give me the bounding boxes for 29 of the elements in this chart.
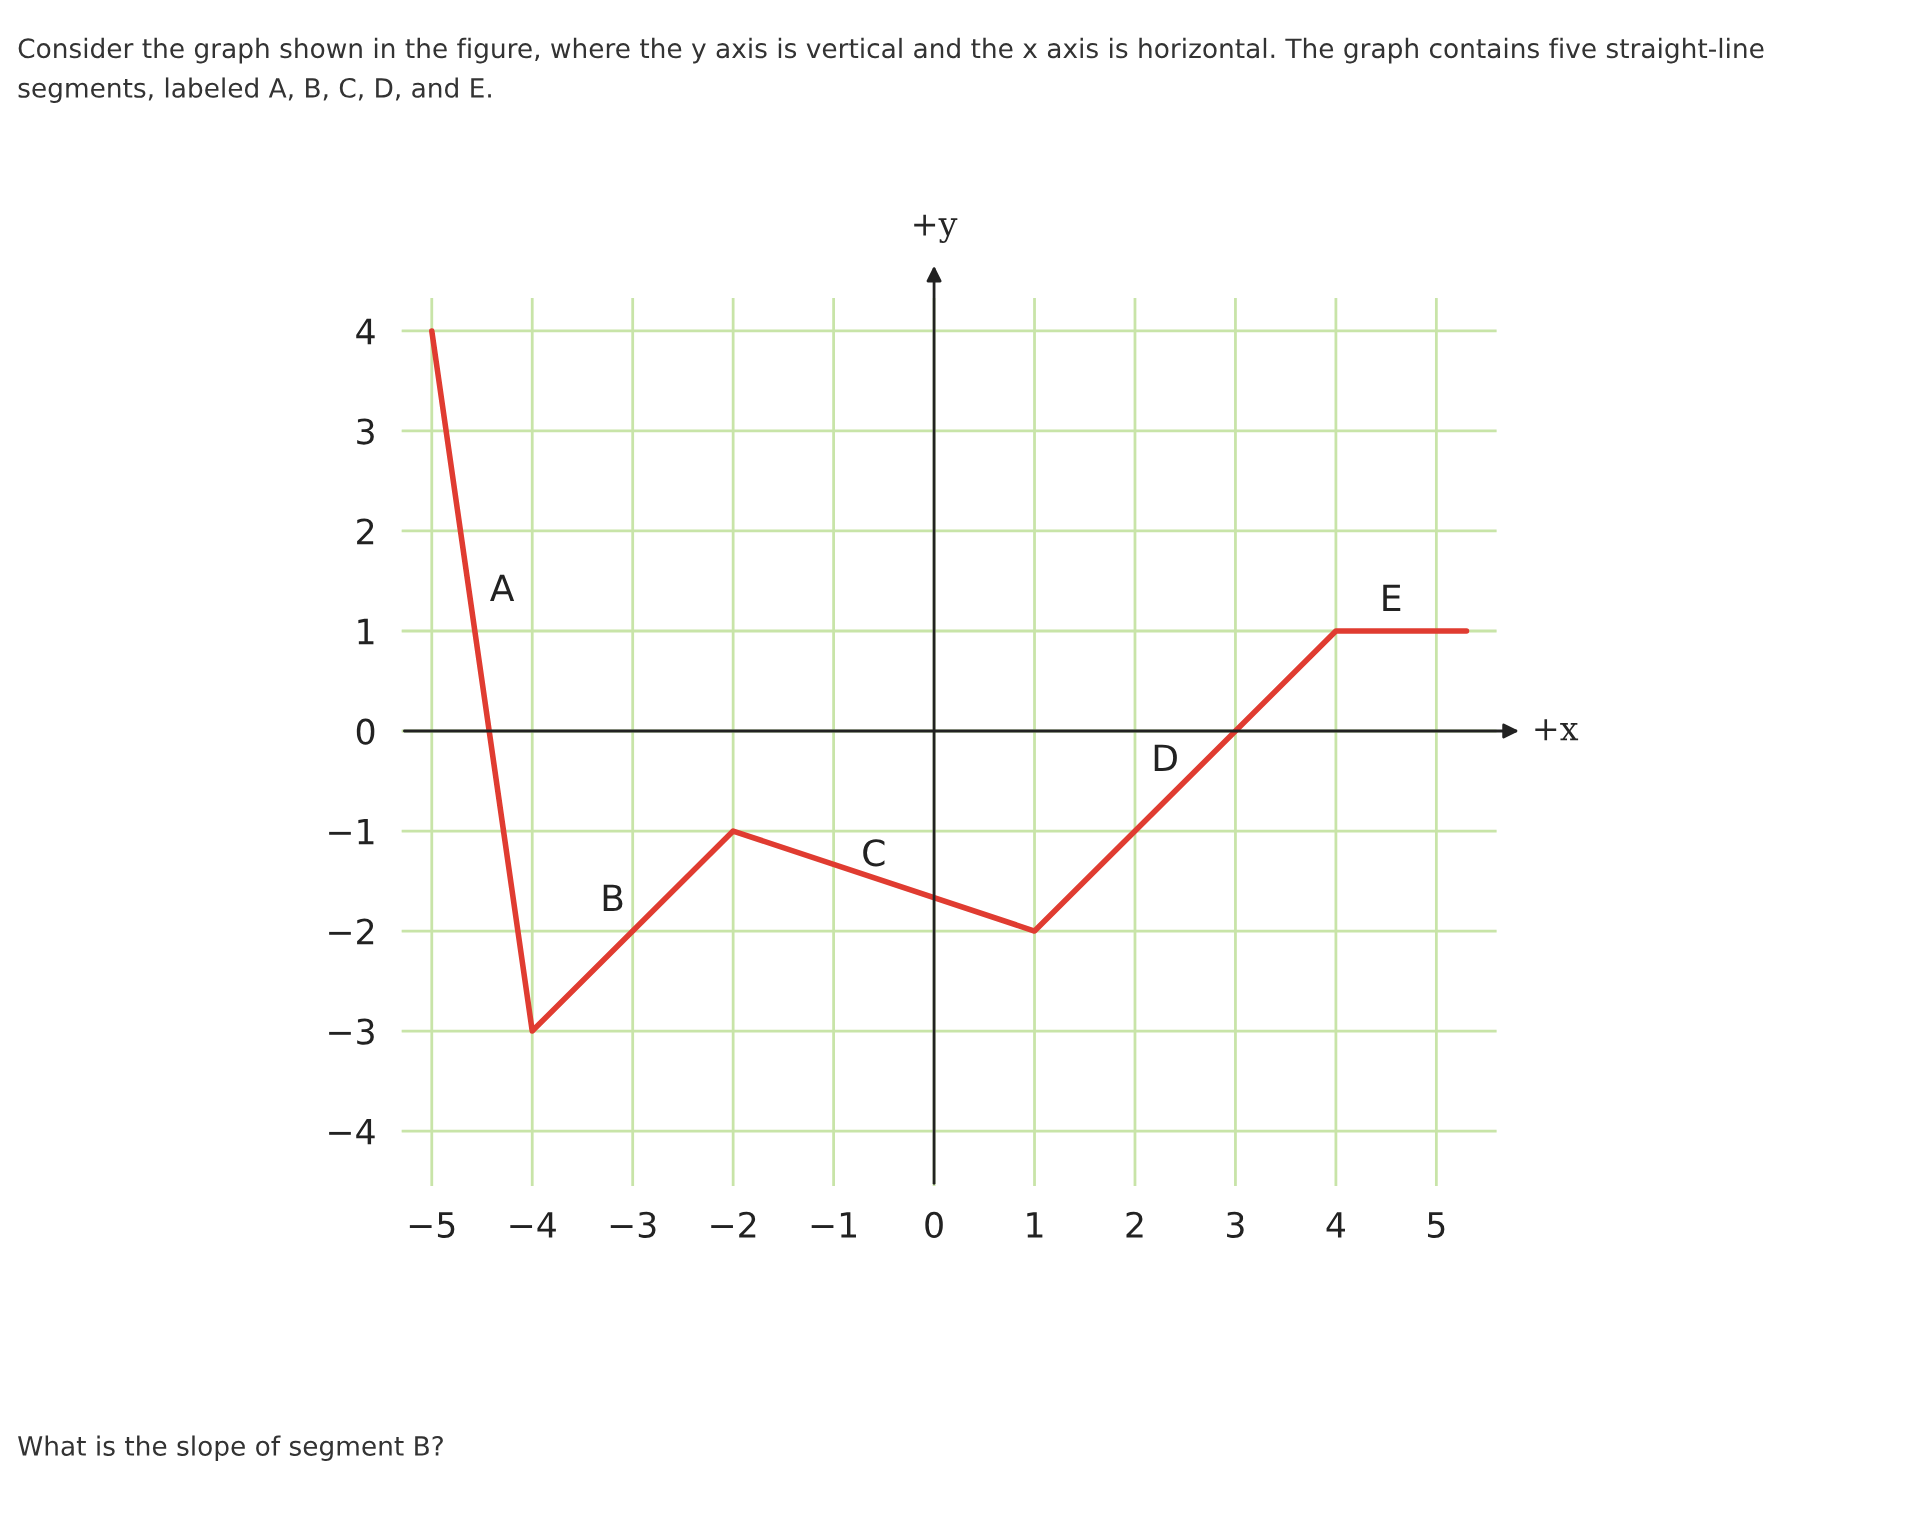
y-tick-label: 0 bbox=[356, 718, 375, 745]
annotation: E bbox=[1383, 584, 1401, 611]
y-tick-label: −1 bbox=[329, 818, 374, 845]
x-tick-label: 2 bbox=[1126, 1211, 1143, 1238]
y-tick-label: −3 bbox=[329, 1018, 374, 1045]
x-tick-label: 0 bbox=[925, 1211, 943, 1238]
annotation: B bbox=[603, 884, 623, 911]
x-tick-label: −4 bbox=[510, 1212, 556, 1238]
y-axis-title: +y bbox=[914, 214, 958, 243]
text: What is the slope of segment B? bbox=[18, 1435, 443, 1462]
y-tick-label: −2 bbox=[329, 918, 374, 945]
y-tick-label: 1 bbox=[358, 618, 374, 645]
x-tick-label: 4 bbox=[1326, 1212, 1345, 1238]
annotation: D bbox=[1154, 744, 1177, 771]
x-tick-label: 3 bbox=[1227, 1211, 1244, 1238]
y-tick-label: −4 bbox=[329, 1118, 375, 1145]
y-tick-label: 4 bbox=[356, 318, 375, 345]
x-tick-label: 1 bbox=[1027, 1212, 1043, 1238]
y-tick-label: 2 bbox=[357, 518, 374, 545]
x-tick-label: −1 bbox=[811, 1212, 856, 1238]
x-tick-label: −2 bbox=[711, 1211, 756, 1238]
annotation: A bbox=[490, 574, 515, 601]
x-tick-label: −5 bbox=[409, 1212, 455, 1238]
annotation: C bbox=[863, 839, 885, 867]
x-tick-label: −3 bbox=[610, 1211, 656, 1238]
y-tick-label: 3 bbox=[357, 418, 374, 445]
x-tick-label: 5 bbox=[1427, 1212, 1445, 1238]
chart-title: Consider the graph shown in the figure, where the y axis is vertical and the x axis is horizontal. The graph contains five straight-line segments, labeled A, B, C, D, and E. bbox=[18, 37, 1764, 103]
x-axis-title: +x bbox=[1535, 719, 1579, 741]
